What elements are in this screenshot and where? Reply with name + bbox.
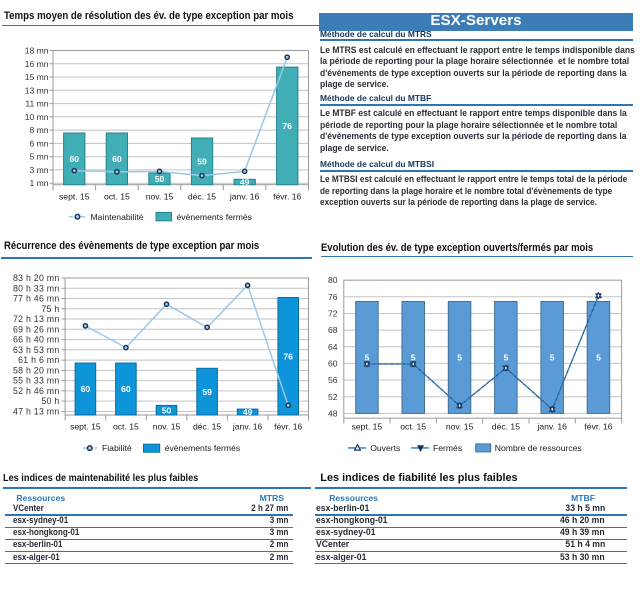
svg-text:49: 49 bbox=[240, 177, 250, 187]
svg-text:50: 50 bbox=[155, 174, 165, 184]
svg-text:évènements fermés: évènements fermés bbox=[177, 212, 252, 222]
svg-text:Maintenabilité: Maintenabilité bbox=[91, 212, 144, 222]
svg-text:80 h 33 mn: 80 h 33 mn bbox=[13, 283, 60, 293]
svg-text:janv. 16: janv. 16 bbox=[536, 422, 567, 432]
svg-text:févr. 16: févr. 16 bbox=[273, 192, 301, 202]
svg-text:72: 72 bbox=[328, 309, 338, 319]
svg-text:1 mn: 1 mn bbox=[29, 178, 48, 188]
svg-text:15 mn: 15 mn bbox=[25, 72, 49, 82]
svg-text:oct. 15: oct. 15 bbox=[400, 422, 426, 432]
svg-text:janv. 16: janv. 16 bbox=[232, 422, 263, 432]
svg-text:49: 49 bbox=[243, 407, 253, 417]
svg-text:69 h 26 mn: 69 h 26 mn bbox=[13, 324, 60, 334]
svg-text:févr. 16: févr. 16 bbox=[584, 422, 612, 432]
svg-text:48: 48 bbox=[328, 408, 338, 418]
svg-text:52: 52 bbox=[328, 392, 338, 402]
svg-text:nov. 15: nov. 15 bbox=[153, 422, 181, 432]
svg-text:55 h 33 mn: 55 h 33 mn bbox=[13, 376, 60, 386]
svg-text:50: 50 bbox=[162, 405, 172, 415]
svg-text:5 mn: 5 mn bbox=[29, 152, 48, 162]
svg-text:63 h 53 mn: 63 h 53 mn bbox=[13, 345, 60, 355]
svg-text:76: 76 bbox=[328, 292, 338, 302]
svg-text:oct. 15: oct. 15 bbox=[104, 192, 130, 202]
svg-text:5: 5 bbox=[457, 353, 462, 363]
svg-text:déc. 15: déc. 15 bbox=[193, 422, 221, 432]
svg-text:janv. 16: janv. 16 bbox=[229, 192, 260, 202]
svg-text:5: 5 bbox=[596, 353, 601, 363]
svg-text:5: 5 bbox=[365, 353, 370, 363]
svg-text:56: 56 bbox=[328, 375, 338, 385]
svg-text:13 mn: 13 mn bbox=[25, 85, 49, 95]
svg-text:76: 76 bbox=[282, 121, 292, 131]
svg-text:47 h 13 mn: 47 h 13 mn bbox=[13, 407, 60, 417]
svg-text:60: 60 bbox=[81, 384, 91, 394]
svg-text:3 mn: 3 mn bbox=[29, 165, 48, 175]
svg-text:5: 5 bbox=[550, 353, 555, 363]
svg-text:60: 60 bbox=[328, 359, 338, 369]
svg-text:18 mn: 18 mn bbox=[25, 46, 49, 56]
svg-text:sept. 15: sept. 15 bbox=[59, 192, 90, 202]
svg-text:59: 59 bbox=[197, 156, 207, 166]
svg-text:50 h: 50 h bbox=[41, 396, 59, 406]
svg-text:59: 59 bbox=[202, 387, 212, 397]
svg-text:76: 76 bbox=[283, 351, 293, 361]
svg-text:60: 60 bbox=[112, 154, 122, 164]
svg-text:8 mn: 8 mn bbox=[29, 125, 48, 135]
svg-text:6 mn: 6 mn bbox=[29, 138, 48, 148]
svg-text:févr. 16: févr. 16 bbox=[274, 422, 302, 432]
svg-text:72 h 13 mn: 72 h 13 mn bbox=[13, 314, 60, 324]
svg-text:75 h: 75 h bbox=[41, 304, 59, 314]
svg-text:oct. 15: oct. 15 bbox=[113, 422, 139, 432]
svg-text:déc. 15: déc. 15 bbox=[492, 422, 520, 432]
svg-text:52 h 46 mn: 52 h 46 mn bbox=[13, 386, 60, 396]
svg-text:Fermés: Fermés bbox=[433, 443, 462, 453]
svg-text:Nombre de ressources: Nombre de ressources bbox=[495, 443, 582, 453]
svg-text:5: 5 bbox=[504, 353, 509, 363]
svg-text:nov. 15: nov. 15 bbox=[146, 192, 174, 202]
svg-text:66 h 40 mn: 66 h 40 mn bbox=[13, 335, 60, 345]
svg-text:64: 64 bbox=[328, 342, 338, 352]
svg-text:sept. 15: sept. 15 bbox=[352, 422, 383, 432]
svg-text:77 h 46 mn: 77 h 46 mn bbox=[13, 294, 60, 304]
svg-text:11 mn: 11 mn bbox=[25, 99, 48, 109]
svg-text:sept. 15: sept. 15 bbox=[70, 422, 101, 432]
svg-text:68: 68 bbox=[328, 325, 338, 335]
svg-text:5: 5 bbox=[411, 353, 416, 363]
svg-text:évènements fermés: évènements fermés bbox=[165, 443, 240, 453]
svg-text:déc. 15: déc. 15 bbox=[188, 192, 216, 202]
svg-text:83 h 20 mn: 83 h 20 mn bbox=[13, 273, 60, 283]
svg-text:58 h 20 mn: 58 h 20 mn bbox=[13, 365, 60, 375]
svg-text:nov. 15: nov. 15 bbox=[446, 422, 474, 432]
svg-text:16 mn: 16 mn bbox=[25, 59, 49, 69]
svg-text:80: 80 bbox=[328, 275, 338, 285]
svg-text:Fiabilité: Fiabilité bbox=[102, 443, 132, 453]
svg-text:10 mn: 10 mn bbox=[25, 112, 49, 122]
svg-text:60: 60 bbox=[121, 384, 131, 394]
svg-text:61 h 6 mn: 61 h 6 mn bbox=[18, 355, 59, 365]
svg-text:Ouverts: Ouverts bbox=[370, 443, 400, 453]
svg-text:60: 60 bbox=[70, 154, 80, 164]
